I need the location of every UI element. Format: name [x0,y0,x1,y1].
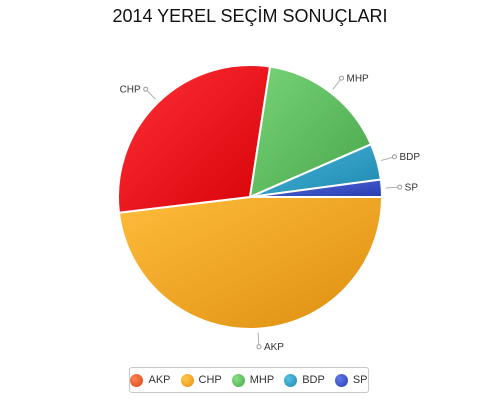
slice-label-sp: SP [405,183,419,194]
legend-label-mhp: MHP [249,374,275,386]
legend-item-bdp[interactable]: BDP [284,373,325,387]
label-dot-bdp [391,154,397,160]
pie-slices [117,64,384,330]
legend-label-sp: SP [352,374,368,386]
legend-swatch-chp [180,373,194,387]
legend-item-mhp[interactable]: MHP [231,373,275,387]
slice-label-akp: AKP [264,342,284,353]
slice-label-chp: CHP [120,85,141,96]
pie-labels: AKP CHP MHP BDP SP [120,74,421,354]
legend-item-akp[interactable]: AKP [130,373,171,387]
legend-label-bdp: BDP [302,374,325,386]
pie-slice-sp[interactable] [249,178,384,198]
legend-item-sp[interactable]: SP [334,373,368,387]
label-dot-mhp [339,75,345,81]
label-dot-chp [143,86,149,92]
legend-swatch-mhp [231,373,245,387]
label-dot-akp [256,344,262,350]
legend: AKP CHP MHP BDP SP [129,367,369,393]
legend-item-chp[interactable]: CHP [180,373,222,387]
pie-slice-chp[interactable] [117,64,272,214]
pie-slice-akp[interactable] [117,196,384,330]
legend-swatch-bdp [284,373,298,387]
legend-swatch-akp [130,373,144,387]
slice-label-mhp: MHP [347,74,370,85]
legend-label-chp: CHP [198,374,222,386]
label-dot-sp [397,184,403,190]
slice-label-bdp: BDP [399,152,420,163]
legend-label-akp: AKP [148,374,171,386]
pie-slice-mhp[interactable] [248,65,373,199]
chart-title: 2014 YEREL SEÇİM SONUÇLARI [112,6,388,26]
legend-swatch-sp [334,373,348,387]
